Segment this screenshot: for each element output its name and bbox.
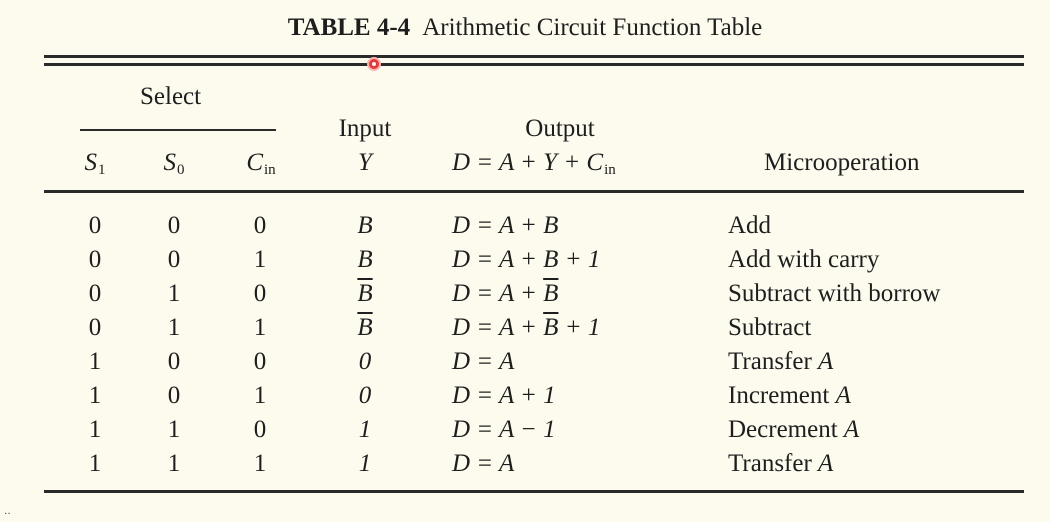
table-row: 1 0 0 0 D = A Transfer A — [0, 347, 1050, 381]
cell-s1: 0 — [88, 280, 102, 307]
header-output: Output — [525, 115, 595, 142]
cell-microoperation: Transfer A — [728, 348, 834, 375]
cell-output: D = A − 1 — [452, 416, 556, 443]
cell-s1: 1 — [88, 450, 102, 477]
cell-s0: 0 — [167, 246, 181, 273]
table-caption: TABLE 4-4 Arithmetic Circuit Function Tab… — [0, 13, 1050, 43]
cell-s0: 0 — [167, 348, 181, 375]
cell-microoperation: Subtract — [728, 314, 812, 341]
table-row: 0 0 0 B D = A + B Add — [0, 211, 1050, 245]
cell-s1: 1 — [88, 382, 102, 409]
cell-output: D = A + B + 1 — [452, 246, 601, 273]
cell-s1: 1 — [88, 348, 102, 375]
table-row: 1 1 0 1 D = A − 1 Decrement A — [0, 415, 1050, 449]
cell-s0: 1 — [167, 450, 181, 477]
bottom-rule — [44, 490, 1024, 493]
cell-cin: 1 — [253, 382, 267, 409]
table-row: 0 1 0 B D = A + B Subtract with borrow — [0, 279, 1050, 313]
cell-microoperation: Decrement A — [728, 416, 860, 443]
cell-input-y: B — [357, 246, 373, 273]
cell-microoperation: Increment A — [728, 382, 851, 409]
top-rule-lower — [44, 63, 1024, 66]
cell-s0: 1 — [167, 280, 181, 307]
table-row: 1 0 1 0 D = A + 1 Increment A — [0, 381, 1050, 415]
cell-output: D = A + 1 — [452, 382, 556, 409]
pointer-cursor-icon — [367, 57, 381, 71]
cell-output: D = A — [452, 348, 515, 375]
cell-input-y: B — [357, 314, 373, 341]
cell-s0: 1 — [167, 416, 181, 443]
cell-cin: 0 — [253, 348, 267, 375]
header-cin: Cin — [246, 149, 276, 178]
cell-microoperation: Add — [728, 212, 772, 239]
select-group-rule — [80, 129, 276, 131]
cell-s1: 1 — [88, 416, 102, 443]
cell-s0: 0 — [167, 212, 181, 239]
cell-s1: 0 — [88, 314, 102, 341]
cell-microoperation: Add with carry — [728, 246, 880, 273]
cell-cin: 0 — [253, 212, 267, 239]
cell-output: D = A + B — [452, 280, 559, 307]
cell-input-y: 1 — [358, 416, 372, 443]
table-row: 0 1 1 B D = A + B + 1 Subtract — [0, 313, 1050, 347]
corner-mark: ·· — [4, 509, 11, 520]
cell-microoperation: Subtract with borrow — [728, 280, 941, 307]
header-input: Input — [338, 115, 392, 142]
cell-s0: 1 — [167, 314, 181, 341]
cell-input-y: 0 — [358, 382, 372, 409]
header-rule — [44, 190, 1024, 193]
header-output-formula: D = A + Y + Cin — [452, 149, 616, 178]
top-rule-upper — [44, 55, 1024, 58]
cell-s1: 0 — [88, 212, 102, 239]
cell-s1: 0 — [88, 246, 102, 273]
cell-input-y: B — [357, 212, 373, 239]
cell-output: D = A — [452, 450, 515, 477]
cell-cin: 1 — [253, 314, 267, 341]
table-row: 0 0 1 B D = A + B + 1 Add with carry — [0, 245, 1050, 279]
cell-cin: 0 — [253, 416, 267, 443]
cell-input-y: 0 — [358, 348, 372, 375]
table-body: 0 0 0 B D = A + B Add 0 0 1 B D = A + B + 1 Add wit… — [0, 211, 1050, 483]
cell-cin: 0 — [253, 280, 267, 307]
cell-cin: 1 — [253, 450, 267, 477]
cell-s0: 0 — [167, 382, 181, 409]
header-select: Select — [140, 83, 202, 110]
table-number: TABLE 4-4 — [287, 14, 411, 41]
table-title: Arithmetic Circuit Function Table — [422, 14, 763, 41]
cell-output: D = A + B + 1 — [452, 314, 601, 341]
table-row: 1 1 1 1 D = A Transfer A — [0, 449, 1050, 483]
cell-input-y: 1 — [358, 450, 372, 477]
header-s1: S1 — [84, 149, 106, 178]
cell-input-y: B — [357, 280, 373, 307]
header-microoperation: Microoperation — [764, 149, 920, 176]
header-s0: S0 — [163, 149, 185, 178]
cell-output: D = A + B — [452, 212, 559, 239]
header-y: Y — [358, 149, 372, 176]
cell-microoperation: Transfer A — [728, 450, 834, 477]
cell-cin: 1 — [253, 246, 267, 273]
